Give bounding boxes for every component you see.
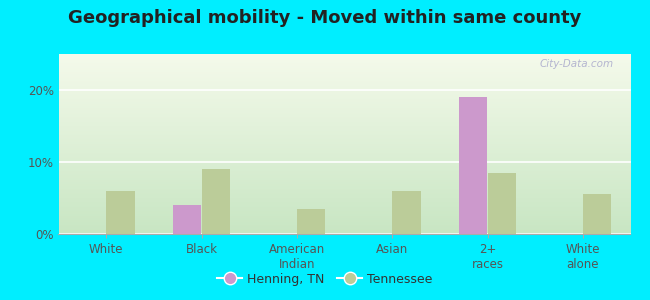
Bar [202, 169, 230, 234]
Legend: Henning, TN, Tennessee: Henning, TN, Tennessee [213, 268, 437, 291]
Text: Geographical mobility - Moved within same county: Geographical mobility - Moved within sam… [68, 9, 582, 27]
Bar [173, 205, 202, 234]
Text: City-Data.com: City-Data.com [540, 59, 614, 69]
Bar [488, 173, 516, 234]
Bar [583, 194, 612, 234]
Bar [459, 97, 488, 234]
Bar [297, 209, 326, 234]
Bar [392, 191, 421, 234]
Bar [106, 191, 135, 234]
